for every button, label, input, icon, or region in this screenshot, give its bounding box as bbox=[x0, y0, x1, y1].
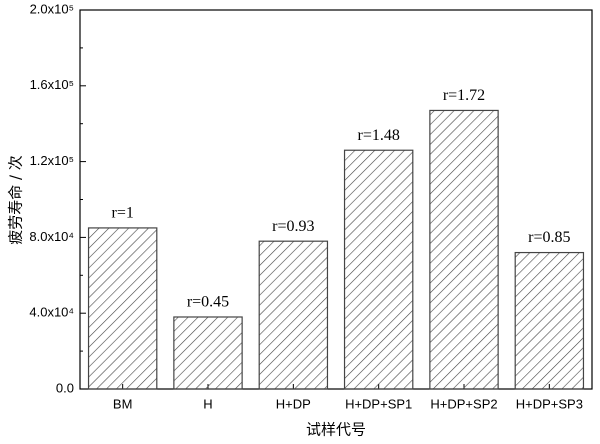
y-tick-label: 1.6x10⁵ bbox=[30, 77, 74, 92]
x-tick-label: H+DP+SP3 bbox=[516, 396, 583, 411]
bar bbox=[343, 149, 414, 390]
y-tick-label: 4.0x10⁴ bbox=[29, 305, 74, 320]
x-tick-label: BM bbox=[113, 396, 133, 411]
bar bbox=[514, 251, 585, 390]
annotation: r=1.48 bbox=[357, 127, 399, 144]
annotation: r=1 bbox=[111, 205, 133, 222]
y-tick-label: 0.0 bbox=[56, 380, 74, 395]
bar bbox=[87, 227, 158, 390]
annotation: r=0.85 bbox=[528, 229, 570, 246]
x-tick-label: H+DP+SP1 bbox=[345, 396, 412, 411]
y-tick-label: 2.0x10⁵ bbox=[30, 1, 74, 16]
x-tick-label: H+DP+SP2 bbox=[430, 396, 497, 411]
x-tick-label: H+DP bbox=[276, 396, 311, 411]
bar bbox=[429, 109, 499, 390]
bar bbox=[173, 316, 243, 390]
bar bbox=[258, 240, 329, 390]
y-tick-label: 8.0x10⁴ bbox=[29, 229, 74, 244]
y-axis-label: 疲劳寿命 / 次 bbox=[7, 155, 25, 245]
annotation: r=0.45 bbox=[187, 294, 229, 311]
x-tick-label: H bbox=[203, 396, 212, 411]
annotation: r=1.72 bbox=[443, 87, 485, 104]
y-tick-label: 1.2x10⁵ bbox=[30, 153, 74, 168]
annotation: r=0.93 bbox=[272, 218, 314, 235]
x-axis-label: 试样代号 bbox=[306, 421, 366, 439]
